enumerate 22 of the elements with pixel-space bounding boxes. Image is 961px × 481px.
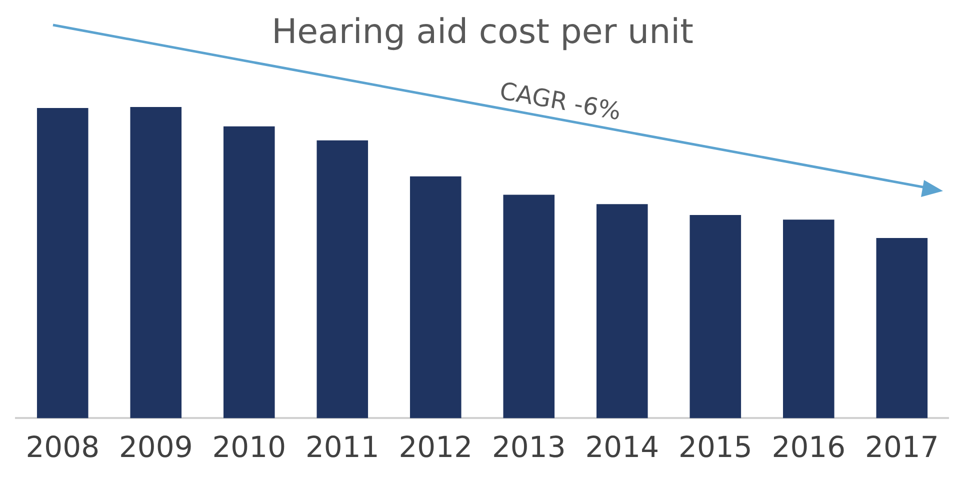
bar: [130, 107, 182, 418]
annotation: CAGR -6%: [498, 76, 624, 126]
x-tick-label: 2015: [678, 430, 752, 464]
bar: [596, 204, 648, 418]
x-tick-label: 2009: [118, 430, 193, 464]
bar: [690, 215, 742, 418]
bar: [876, 238, 928, 418]
bar: [410, 176, 462, 418]
bar: [223, 126, 275, 418]
x-tick-label: 2010: [212, 430, 286, 464]
x-tick-label: 2013: [492, 430, 566, 464]
x-tick-label: 2012: [398, 430, 473, 464]
bar: [503, 194, 555, 418]
x-tick-label: 2017: [864, 430, 939, 464]
x-tick-label: 2008: [26, 430, 100, 464]
x-tick-label: 2014: [585, 430, 660, 464]
bar: [316, 140, 368, 418]
bar: [36, 108, 88, 418]
x-tick-label: 2016: [772, 430, 846, 464]
x-tick-label: 2011: [305, 430, 380, 464]
bar: [783, 220, 834, 418]
chart-title: Hearing aid cost per unit: [272, 12, 694, 52]
